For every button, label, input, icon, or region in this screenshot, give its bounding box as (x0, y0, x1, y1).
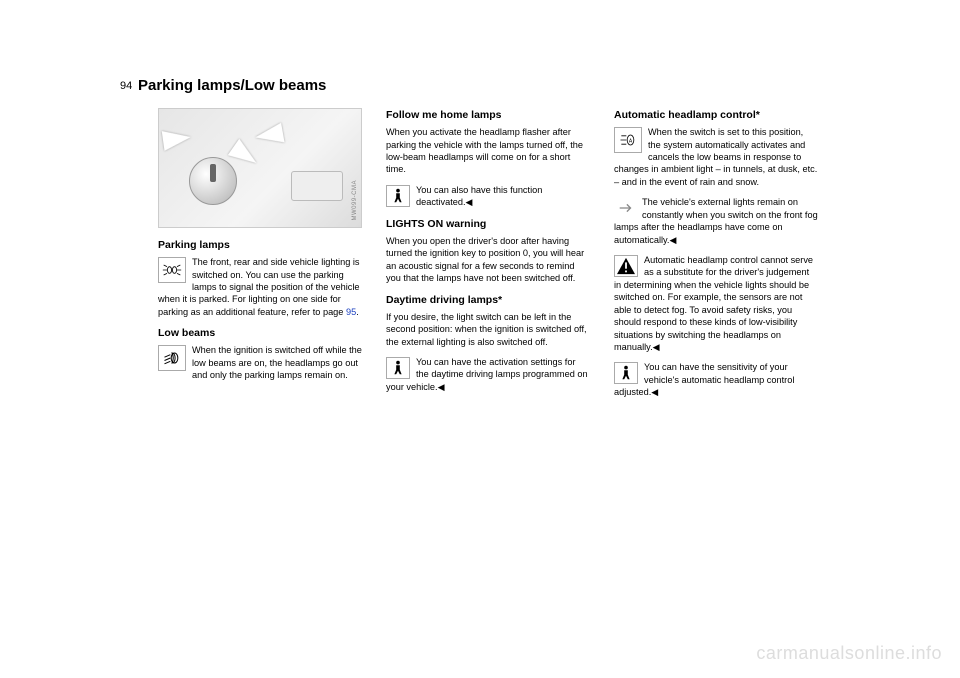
end-mark-icon: ◀ (670, 235, 677, 245)
text-auto-warning: Automatic headlamp control can­not serve… (614, 255, 813, 352)
para-low-beams: When the ignition is switched off while … (158, 344, 362, 381)
column-2: Follow me home lamps When you activate t… (386, 108, 590, 407)
figure-reference: MW099-CMA (351, 180, 359, 221)
tip-daytime: You can have the activation set­tings fo… (386, 356, 590, 393)
period: . (356, 307, 359, 317)
para-auto-1: A When the switch is set to this positio… (614, 126, 818, 188)
para-follow-me: When you activate the headlamp flasher a… (386, 126, 590, 176)
text-tip-auto: You can have the sensitivity of your veh… (614, 362, 794, 397)
end-mark-icon: ◀ (466, 197, 473, 207)
heading-parking-lamps: Parking lamps (158, 238, 362, 252)
note-arrow-icon (614, 197, 638, 219)
watermark: carmanualsonline.info (756, 643, 942, 664)
heading-lights-on: LIGHTS ON warning (386, 217, 590, 231)
heading-daytime: Daytime driving lamps* (386, 293, 590, 307)
para-parking-lamps: The front, rear and side vehicle lightin… (158, 256, 362, 318)
dash-button-icon (291, 171, 343, 201)
end-mark-icon: ◀ (438, 382, 445, 392)
para-daytime: If you desire, the light switch can be l… (386, 311, 590, 348)
para-auto-2: The vehicle's external lights remain on … (614, 196, 818, 246)
tip-follow-me: You can also have this function deactiva… (386, 184, 590, 209)
text-tip-follow: You can also have this function deactiva… (416, 185, 542, 207)
rotary-dial-icon (189, 157, 237, 205)
auto-headlamp-icon: A (614, 127, 642, 153)
text-auto-2: The vehicle's external lights remain on … (614, 197, 818, 244)
text-low-beams: When the ignition is switched off while … (192, 345, 362, 380)
page-link-95[interactable]: 95 (346, 307, 356, 317)
heading-auto-headlamp: Automatic headlamp control* (614, 108, 818, 122)
para-auto-warning: Automatic headlamp control can­not serve… (614, 254, 818, 353)
para-lights-on: When you open the driver's door after ha… (386, 235, 590, 285)
arrow-icon (162, 127, 193, 151)
page-number: 94 (120, 80, 132, 92)
svg-text:A: A (629, 139, 633, 145)
text-tip-daytime: You can have the activation set­tings fo… (386, 357, 588, 392)
text-parking-lamps: The front, rear and side vehicle lightin… (158, 257, 360, 317)
light-switch-figure: MW099-CMA (158, 108, 362, 228)
heading-follow-me: Follow me home lamps (386, 108, 590, 122)
person-tip-icon (614, 362, 638, 384)
parking-lamp-icon (158, 257, 186, 283)
manual-page: 94 Parking lamps/Low beams MW099-CMA Par… (0, 0, 960, 678)
low-beam-icon (158, 345, 186, 371)
heading-low-beams: Low beams (158, 326, 362, 340)
person-tip-icon (386, 357, 410, 379)
tip-auto-sensitivity: You can have the sensitivity of your veh… (614, 361, 818, 398)
warning-triangle-icon (614, 255, 638, 277)
arrow-icon (253, 123, 284, 148)
column-3: Automatic headlamp control* A When the s… (614, 108, 818, 407)
column-1: MW099-CMA Parking lamps The front, rear … (158, 108, 362, 407)
person-tip-icon (386, 185, 410, 207)
page-title: Parking lamps/Low beams (138, 77, 326, 94)
text-auto-1: When the switch is set to this position,… (614, 127, 817, 187)
end-mark-icon: ◀ (651, 387, 658, 397)
end-mark-icon: ◀ (653, 342, 660, 352)
content-columns: MW099-CMA Parking lamps The front, rear … (158, 108, 818, 407)
